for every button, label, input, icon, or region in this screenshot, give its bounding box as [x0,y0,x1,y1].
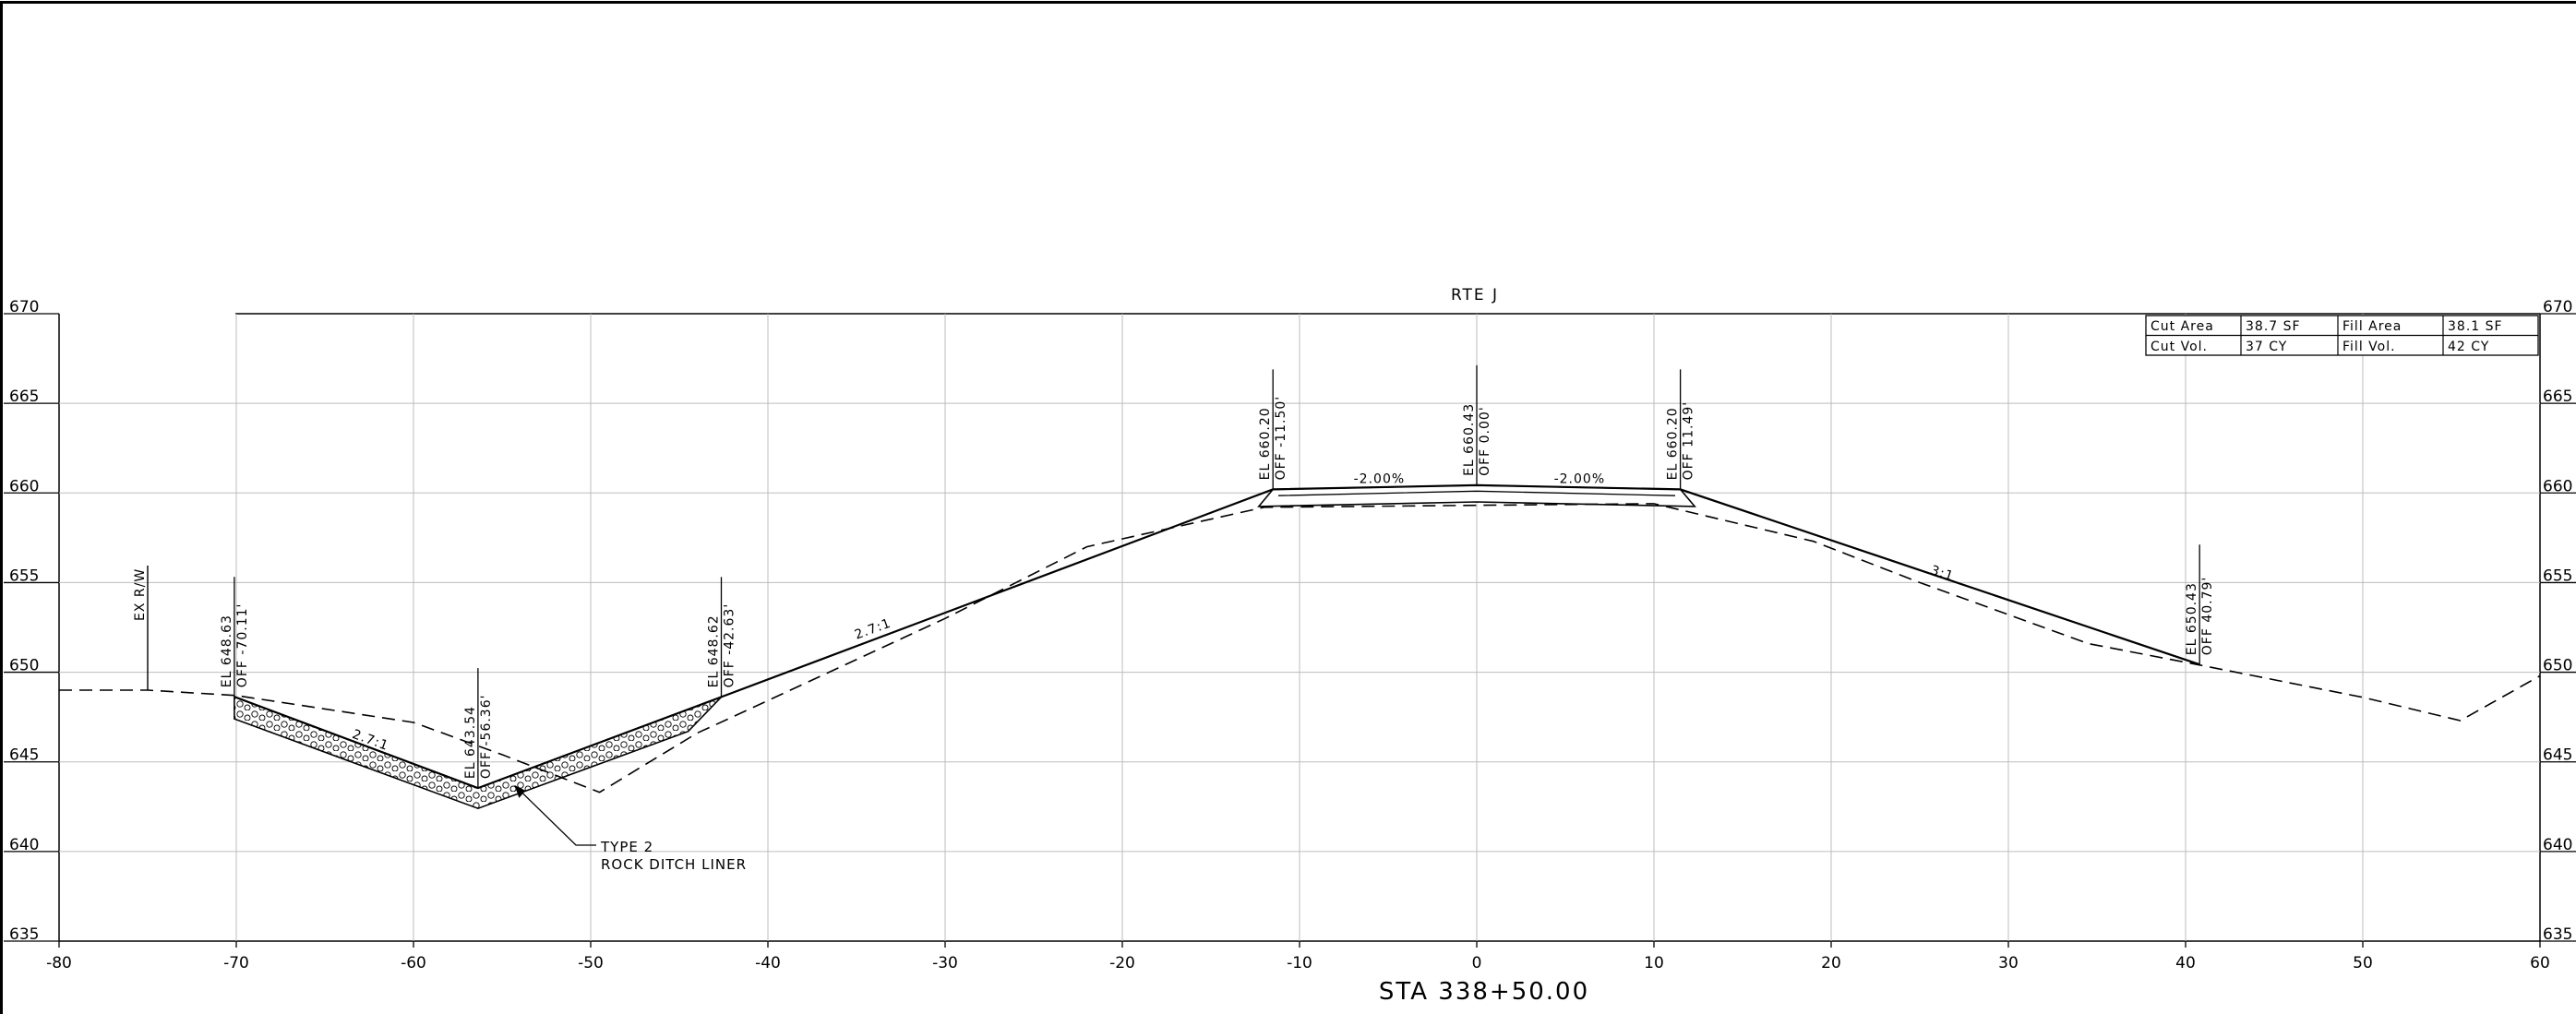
y-tick-label-left: 670 [9,298,39,316]
callout-offset: OFF -11.50' [1274,396,1288,481]
callout-offset: OFF -70.11' [235,603,250,688]
right-of-way-label: EX R/W [133,568,148,621]
x-tick-label: 10 [1644,954,1664,972]
x-tick-label: 0 [1472,954,1482,972]
y-tick-label-right: 640 [2543,836,2572,854]
proposed-grade-line [234,483,2200,790]
slope-label: 2.7:1 [853,616,893,643]
x-tick-label: 60 [2530,954,2550,972]
liner-note-line2: ROCK DITCH LINER [601,856,747,873]
x-tick-label: -50 [578,954,604,972]
liner-note-line1: TYPE 2 [600,839,653,855]
cut-vol-value: 37 CY [2246,340,2287,354]
x-tick-label: -60 [401,954,426,972]
y-tick-label-right: 635 [2543,925,2572,944]
y-tick-label-left: 650 [9,657,39,675]
y-tick-label-right: 665 [2543,388,2572,406]
pavement-course-line [1277,490,1676,496]
y-tick-label-left: 635 [9,925,39,944]
callout-group: EL 660.20 OFF 11.49' [1666,401,1696,481]
callout-group: EL 648.63 OFF -70.11' [220,603,250,688]
callout-elevation: EL 650.43 [2185,582,2199,655]
fill-vol-value: 42 CY [2448,340,2489,354]
callout-offset: OFF 0.00' [1478,406,1492,476]
liner-note-arrowhead [514,784,526,798]
callout-offset: OFF 11.49' [1682,401,1696,481]
slope-label: -2.00% [1554,472,1606,487]
callout-group: EL 660.20 OFF -11.50' [1258,396,1288,481]
cut-area-value: 38.7 SF [2246,319,2301,334]
station-label: STA 338+50.00 [1379,978,1589,1006]
x-tick-label: 50 [2353,954,2373,972]
callout-group: EL 660.43 OFF 0.00' [1462,403,1492,476]
liner-note-leader [515,786,596,846]
callout-elevation: EL 648.63 [220,614,234,687]
y-tick-label-right: 660 [2543,477,2572,495]
fill-area-value: 38.1 SF [2448,319,2503,334]
annotation-labels: EL 648.63 OFF -70.11' EL 643.54 OFF -56.36'… [133,364,2215,846]
y-tick-label-right: 650 [2543,657,2572,675]
callout-elevation: EL 660.20 [1258,407,1273,480]
x-tick-label: 40 [2175,954,2196,972]
y-tick-label-right: 655 [2543,567,2572,585]
grid [59,314,2540,941]
y-tick-label-right: 670 [2543,298,2572,316]
quantities-table: Cut Area 38.7 SF Fill Area 38.1 SF Cut V… [2145,315,2539,356]
x-tick-label: -20 [1109,954,1135,972]
y-tick-label-left: 660 [9,477,39,495]
section-title: RTE J [1451,286,1499,304]
cut-area-label: Cut Area [2151,319,2214,334]
y-tick-label-left: 655 [9,567,39,585]
callout-elevation: EL 648.62 [707,614,722,687]
callout-group: EL 643.54 OFF -56.36' [463,695,494,780]
callout-elevation: EL 660.43 [1462,403,1477,476]
existing-ground-line [59,503,2541,793]
callout-offset: OFF 40.79' [2200,577,2215,656]
x-tick-label: 20 [1821,954,1841,972]
y-tick-label-right: 645 [2543,746,2572,765]
slope-label: 3:1 [1929,563,1956,584]
x-tick-label: -80 [46,954,72,972]
slope-label: -2.00% [1354,472,1406,487]
fill-area-label: Fill Area [2342,319,2402,334]
y-tick-label-left: 645 [9,746,39,765]
callout-offset: OFF -42.63' [723,603,737,688]
x-tick-label: -10 [1287,954,1312,972]
x-tick-label: -40 [755,954,781,972]
y-tick-label-left: 665 [9,388,39,406]
axes: -80 -70 -60 -50 -40 -30 -20 -10 0 10 20 30 40 50 60 670… [4,298,2576,972]
x-tick-label: -70 [223,954,249,972]
callout-group: EL 648.62 OFF -42.63' [707,603,737,688]
callout-group: EL 650.43 OFF 40.79' [2185,577,2215,656]
right-of-way-label-group: EX R/W [133,568,148,621]
callout-elevation: EL 643.54 [463,706,478,779]
fill-vol-label: Fill Vol. [2342,340,2396,354]
x-tick-label: 30 [1998,954,2019,972]
y-tick-label-left: 640 [9,836,39,854]
callout-elevation: EL 660.20 [1666,407,1681,480]
callout-offset: OFF -56.36' [479,695,494,780]
x-tick-label: -30 [932,954,958,972]
cut-vol-label: Cut Vol. [2151,340,2208,354]
